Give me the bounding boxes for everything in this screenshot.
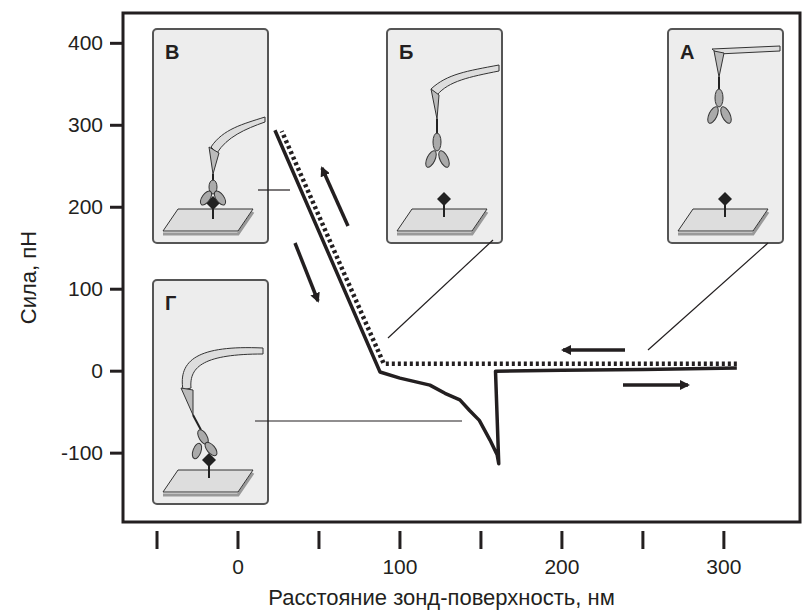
x-minor-tick — [479, 531, 482, 549]
cantilever — [431, 65, 499, 95]
antigen-stem — [212, 209, 214, 219]
direction-arrow — [563, 348, 625, 352]
y-tick — [110, 42, 123, 45]
antibody-domain — [715, 89, 723, 107]
x-tick-label: 100 — [382, 555, 417, 578]
inset-frame — [153, 280, 268, 504]
antibody-domain — [706, 105, 721, 125]
y-tick-label: 0 — [91, 359, 103, 382]
substrate — [163, 209, 253, 231]
y-tick-label: -100 — [61, 441, 103, 464]
inset: В — [153, 29, 268, 243]
x-tick — [236, 531, 239, 549]
inset-letter: В — [165, 41, 179, 63]
y-tick-label: 300 — [68, 113, 103, 136]
x-axis-title: Расстояние зонд-поверхность, нм — [268, 585, 615, 610]
cantilever — [182, 348, 263, 390]
inset-frame — [387, 29, 502, 243]
antibody-domain — [433, 133, 441, 151]
inset-frame — [153, 29, 268, 243]
antibody-domain — [191, 442, 204, 460]
leader-line — [258, 189, 290, 190]
antibody-domain — [437, 149, 452, 169]
leader-line — [648, 243, 768, 350]
x-tick — [722, 531, 725, 549]
series-line — [282, 131, 737, 364]
antibody-domain — [203, 440, 219, 457]
antibody-domain — [719, 105, 734, 125]
y-tick — [110, 206, 123, 209]
y-tick — [110, 452, 123, 455]
antigen-stem — [724, 205, 726, 217]
antigen-stem — [443, 205, 445, 217]
antibody-linker — [436, 119, 438, 134]
y-tick-label: 200 — [68, 195, 103, 218]
x-tick — [398, 531, 401, 549]
inset: Б — [387, 29, 502, 243]
inset-frame — [668, 29, 783, 243]
probe-tip — [431, 89, 439, 119]
probe-tip — [181, 388, 193, 415]
series-line — [275, 130, 737, 464]
antigen — [718, 192, 732, 206]
y-tick — [110, 370, 123, 373]
inset: Г — [153, 280, 268, 504]
inset-letter: Б — [399, 41, 413, 63]
antibody-domain — [212, 189, 228, 207]
leader-line — [255, 420, 462, 421]
probe-tip — [209, 147, 219, 174]
substrate — [678, 209, 768, 231]
plot-frame — [123, 13, 800, 522]
y-tick-label: 100 — [68, 277, 103, 300]
x-minor-tick — [156, 531, 159, 549]
y-tick-label: 400 — [68, 31, 103, 54]
inset-letter: Г — [165, 292, 176, 314]
leader-line — [388, 240, 493, 338]
y-tick — [110, 124, 123, 127]
probe-tip — [714, 51, 724, 77]
x-tick-label: 200 — [544, 555, 579, 578]
antibody-linker — [718, 77, 720, 89]
inset: А — [668, 29, 783, 243]
x-tick-label: 0 — [232, 555, 244, 578]
antibody-linker — [193, 415, 201, 430]
inset-letter: А — [680, 41, 694, 63]
y-axis-title: Сила, пН — [16, 231, 41, 324]
direction-arrow — [322, 168, 348, 226]
y-tick — [110, 288, 123, 291]
antigen — [437, 192, 451, 206]
antibody-domain — [424, 149, 439, 169]
antigen-stem — [208, 466, 210, 478]
x-minor-tick — [641, 531, 644, 549]
direction-arrow — [623, 383, 688, 387]
x-tick-label: 300 — [706, 555, 741, 578]
cantilever — [211, 117, 265, 153]
direction-arrow — [295, 243, 318, 301]
x-minor-tick — [317, 531, 320, 549]
antibody-domain — [198, 189, 214, 207]
data-group — [275, 130, 737, 464]
substrate — [397, 209, 487, 231]
x-tick — [560, 531, 563, 549]
